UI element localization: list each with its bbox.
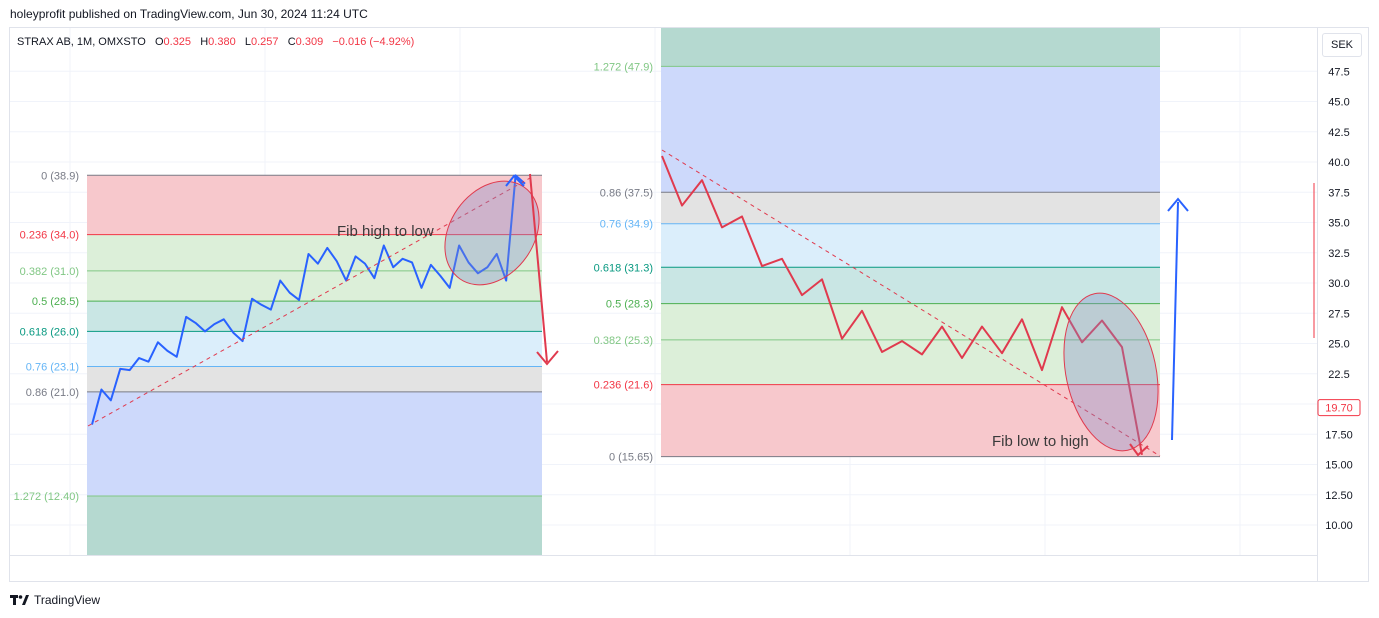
down-arrow-head-right <box>1129 443 1149 457</box>
trend-line-right[interactable] <box>661 149 1161 457</box>
annotation-fib-low-to-high: Fib low to high <box>992 433 1089 450</box>
fib-level-label: 0.86 (37.5) <box>600 187 653 199</box>
fib-zone <box>661 223 1160 268</box>
up-arrow-right[interactable] <box>1171 201 1179 441</box>
close-value: 0.309 <box>295 36 324 48</box>
fib-level-label: 0.382 (31.0) <box>20 266 79 278</box>
publish-header: holeyprofit published on TradingView.com… <box>10 7 368 21</box>
price-tick-label: 12.50 <box>1325 490 1353 502</box>
change-value: −0.016 (−4.92%) <box>332 36 415 48</box>
low-value: 0.257 <box>251 36 279 48</box>
low-label: L <box>244 36 251 48</box>
fib-zone <box>87 331 542 367</box>
price-line-left[interactable] <box>91 174 526 425</box>
fib-level-label: 0.5 (28.3) <box>606 299 653 311</box>
fib-level-label: 0.236 (34.0) <box>20 230 79 242</box>
currency-button[interactable]: SEK <box>1322 33 1362 57</box>
fib-level-label: 0.382 (25.3) <box>594 335 653 347</box>
price-tick-label: 15.00 <box>1325 460 1353 472</box>
fib-level-label: 1.272 (12.40) <box>14 491 79 503</box>
fib-level-label: 0 (38.9) <box>41 170 79 182</box>
fib-zone <box>661 192 1160 224</box>
price-axis-divider <box>1317 28 1318 581</box>
price-tick-label: 35.0 <box>1328 218 1349 230</box>
last-price-box[interactable] <box>1317 399 1361 417</box>
fib-level-label: 0.5 (28.5) <box>32 296 79 308</box>
fib-level-label: 0.236 (21.6) <box>594 380 653 392</box>
price-tick-label: 47.5 <box>1328 66 1349 78</box>
highlight-ellipse-right[interactable] <box>1050 284 1171 459</box>
price-tick-label: 22.5 <box>1328 369 1349 381</box>
down-arrow-head-left <box>536 350 559 366</box>
fib-zone <box>87 270 542 302</box>
fib-zone <box>87 301 542 332</box>
fib-retracement-left: 0 (38.9) 0.236 (34.0) 0.382 (31.0) 0.5 (28.… <box>14 170 542 555</box>
close-label: C <box>287 36 296 48</box>
tradingview-footer[interactable]: TradingView <box>10 593 100 607</box>
price-line-right[interactable] <box>661 155 1143 456</box>
price-tick-label: 45.0 <box>1328 97 1349 109</box>
tradingview-brand: TradingView <box>34 593 101 607</box>
down-arrow-left[interactable] <box>529 173 548 363</box>
open-label: O <box>154 36 164 48</box>
price-tick-label: 25.0 <box>1328 339 1349 351</box>
fib-zone <box>87 175 542 235</box>
price-tick-label: 40.0 <box>1328 157 1349 169</box>
price-tick-label: 30.0 <box>1328 278 1349 290</box>
price-tick-label: 17.50 <box>1325 429 1353 441</box>
fib-level-label: 1.272 (47.9) <box>594 61 653 73</box>
fib-zone <box>661 384 1160 457</box>
last-price-label: 19.70 <box>1325 403 1353 415</box>
fib-level-label: 0.76 (34.9) <box>600 219 653 231</box>
high-value: 0.380 <box>208 36 236 48</box>
price-tick-label: 10.00 <box>1325 520 1353 532</box>
fib-level-label: 0 (15.65) <box>609 452 653 464</box>
symbol-legend[interactable]: STRAX AB, 1M, OMXSTO O0.325 H0.380 L0.25… <box>17 36 414 48</box>
up-arrow-head-right <box>1167 197 1189 212</box>
price-tick-label: 37.5 <box>1328 187 1349 199</box>
open-value: 0.325 <box>163 36 192 48</box>
price-tick-label: 32.5 <box>1328 248 1349 260</box>
price-tick-label: 27.5 <box>1328 308 1349 320</box>
chart-frame <box>9 27 1369 582</box>
up-arrow-head-small <box>505 174 525 187</box>
fib-level-label: 0.76 (23.1) <box>26 361 79 373</box>
fib-level-label: 0.618 (26.0) <box>20 326 79 338</box>
highlight-ellipse-left[interactable] <box>425 163 558 303</box>
high-label: H <box>200 36 209 48</box>
fib-level-label: 0.86 (21.0) <box>26 387 79 399</box>
fib-retracement-right: 1.272 (47.9) 0.86 (37.5) 0.76 (34.9) 0.618 … <box>594 28 1160 464</box>
price-tick-label: 42.5 <box>1328 127 1349 139</box>
tradingview-logo-icon <box>10 595 29 605</box>
fib-zone <box>661 267 1160 304</box>
fib-level-label: 0.618 (31.3) <box>594 262 653 274</box>
fib-zone-extension <box>87 495 542 555</box>
symbol-name[interactable]: STRAX AB, 1M, OMXSTO <box>17 36 146 48</box>
fib-zone <box>661 66 1160 193</box>
fib-zone <box>87 234 542 271</box>
fib-zone <box>87 366 542 392</box>
annotation-fib-high-to-low: Fib high to low <box>337 223 434 240</box>
time-axis-divider <box>10 555 1317 556</box>
fib-zone <box>87 391 542 496</box>
fib-zone-extension <box>661 28 1160 67</box>
